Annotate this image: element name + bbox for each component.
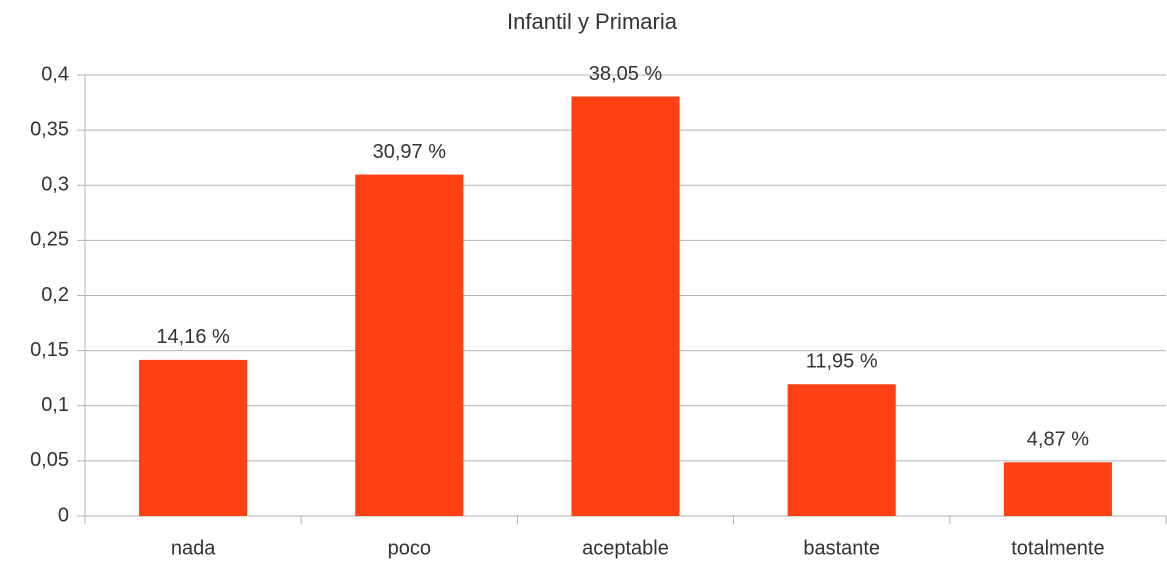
x-tick-label: bastante <box>803 537 880 559</box>
y-tick-label: 0 <box>58 504 69 526</box>
bar <box>355 174 464 516</box>
data-label: 30,97 % <box>373 141 447 163</box>
data-label: 38,05 % <box>589 63 663 85</box>
chart-title: Infantil y Primaria <box>507 9 678 34</box>
bar <box>1003 462 1112 516</box>
bar <box>787 384 896 516</box>
data-label: 14,16 % <box>156 326 230 348</box>
bar <box>571 96 680 516</box>
y-tick-label: 0,3 <box>41 174 69 196</box>
x-tick-label: nada <box>171 537 216 559</box>
x-tick-label: aceptable <box>582 537 669 559</box>
y-tick-label: 0,2 <box>41 284 69 306</box>
y-tick-label: 0,1 <box>41 394 69 416</box>
y-tick-label: 0,4 <box>41 63 69 85</box>
y-tick-label: 0,35 <box>30 118 69 140</box>
bar <box>139 359 248 516</box>
y-tick-label: 0,05 <box>30 449 69 471</box>
x-tick-label: poco <box>388 537 431 559</box>
data-label: 11,95 % <box>806 351 878 373</box>
y-tick-label: 0,25 <box>30 229 69 251</box>
y-tick-label: 0,15 <box>30 339 69 361</box>
data-label: 4,87 % <box>1027 429 1089 451</box>
x-tick-label: totalmente <box>1011 537 1104 559</box>
